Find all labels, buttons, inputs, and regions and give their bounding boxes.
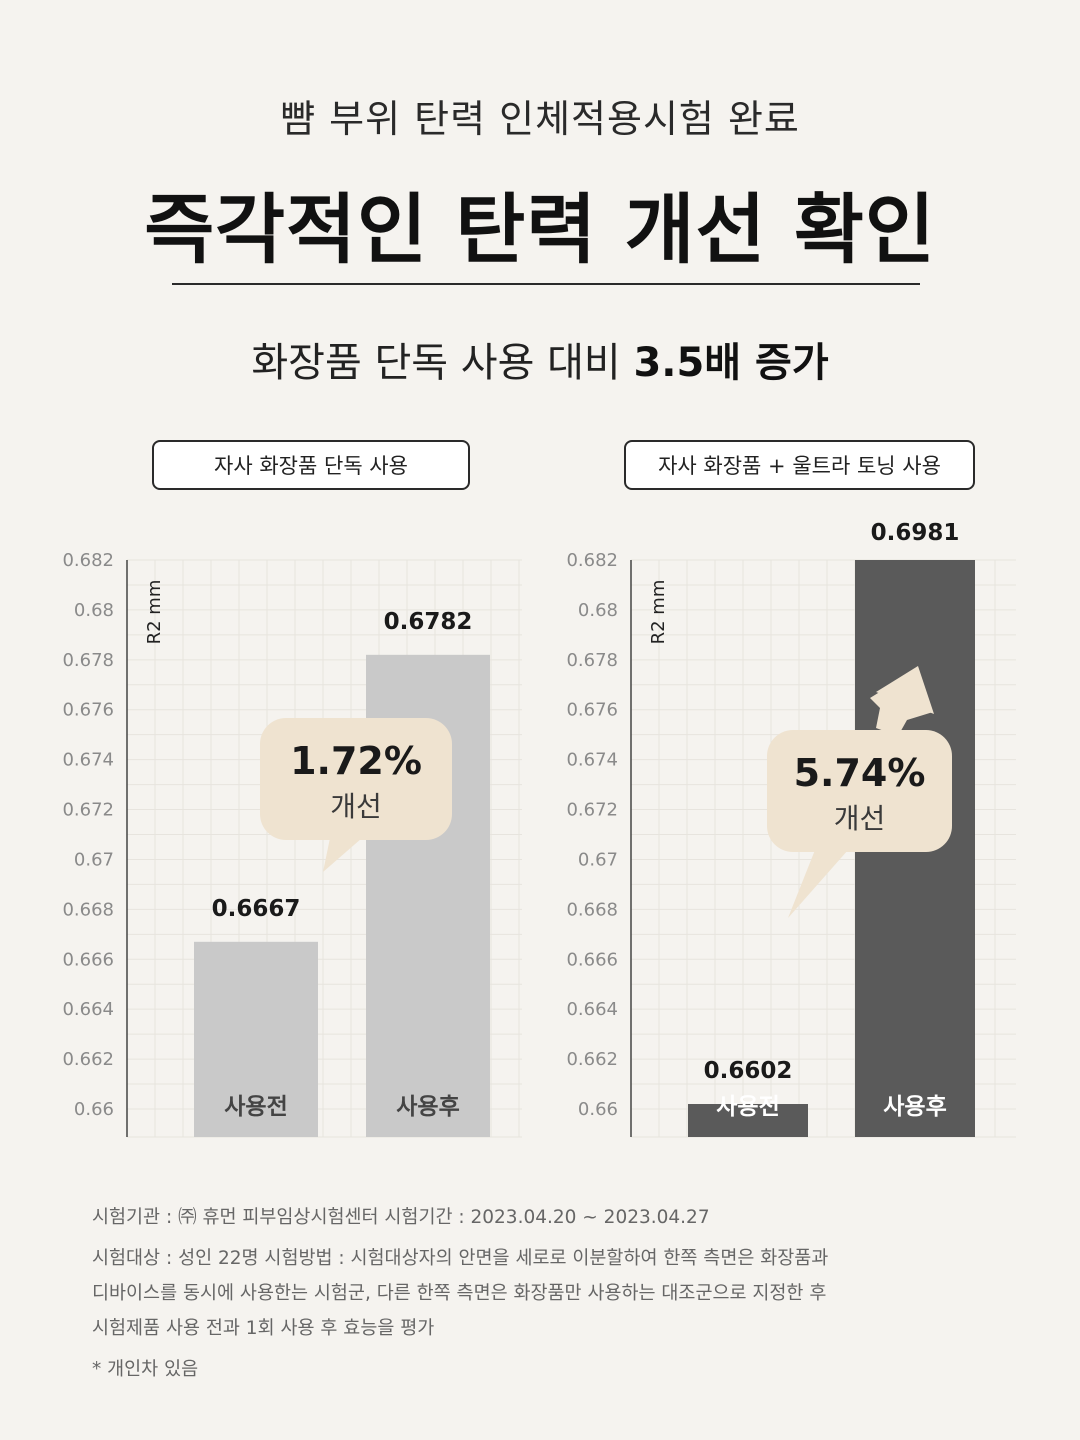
y-tick-label: 0.68 <box>578 600 618 621</box>
y-tick-label: 0.676 <box>566 700 618 721</box>
bar <box>688 1104 808 1137</box>
y-tick-label: 0.67 <box>74 849 114 870</box>
callout-label: 개선 <box>834 802 886 835</box>
y-tick-label: 0.674 <box>62 750 114 771</box>
page-subtitle: 뺨 부위 탄력 인체적용시험 완료 <box>280 97 800 141</box>
callout-bubble <box>767 730 952 852</box>
chart-title-right: 자사 화장품 + 울트라 토닝 사용 <box>658 454 941 478</box>
bar-value-label: 0.6981 <box>871 520 960 546</box>
footer-info: 시험기관 : ㈜ 휴먼 피부임상시험센터 시험기간 : 2023.04.20 ~… <box>92 1200 992 1387</box>
y-tick-label: 0.66 <box>578 1099 618 1120</box>
bar-value-label: 0.6667 <box>212 896 301 922</box>
footer-line-method: 시험대상 : 성인 22명 시험방법 : 시험대상자의 안면을 세로로 이분할하… <box>92 1248 829 1269</box>
y-tick-label: 0.662 <box>62 1049 114 1070</box>
callout-tail <box>788 850 848 918</box>
title-divider <box>172 283 920 285</box>
y-tick-label: 0.668 <box>566 899 618 920</box>
y-tick-label: 0.672 <box>62 800 114 821</box>
y-tick-label: 0.66 <box>74 1099 114 1120</box>
y-tick-label: 0.666 <box>566 949 618 970</box>
bar <box>194 941 318 1137</box>
bar-value-label: 0.6782 <box>384 609 473 635</box>
callout-percent: 1.72% <box>290 739 422 783</box>
arrow-up-icon <box>876 666 934 714</box>
y-tick-label: 0.682 <box>62 550 114 571</box>
comparison-highlight: 3.5배 증가 <box>633 340 829 386</box>
footer-line-method-cont: 디바이스를 동시에 사용한는 시험군, 다른 한쪽 측면은 화장품만 사용하는 … <box>92 1283 827 1304</box>
y-tick-label: 0.664 <box>62 999 114 1020</box>
y-tick-label: 0.672 <box>566 800 618 821</box>
x-category-label: 사용전 <box>224 1094 287 1120</box>
y-tick-label: 0.662 <box>566 1049 618 1070</box>
y-axis-title: R2 mm <box>144 580 165 645</box>
chart-title-left: 자사 화장품 단독 사용 <box>214 454 408 478</box>
page-title: 즉각적인 탄력 개선 확인 <box>144 185 936 274</box>
y-axis-title: R2 mm <box>648 580 669 645</box>
y-tick-label: 0.666 <box>62 949 114 970</box>
y-tick-label: 0.664 <box>566 999 618 1020</box>
chart-title-box-left: 자사 화장품 단독 사용 <box>152 440 470 490</box>
x-category-label: 사용후 <box>396 1094 459 1120</box>
x-category-label: 사용후 <box>883 1094 946 1120</box>
callout-percent: 5.74% <box>794 751 926 795</box>
callout-bubble <box>260 718 452 840</box>
y-tick-label: 0.674 <box>566 750 618 771</box>
footer-line-evaluation: 시험제품 사용 전과 1회 사용 후 효능을 평가 <box>92 1318 435 1339</box>
bar-value-label: 0.6602 <box>704 1058 793 1084</box>
footer-note: * 개인차 있음 <box>92 1359 199 1380</box>
comparison-text: 화장품 단독 사용 대비 <box>251 340 634 386</box>
footer-line-institution: 시험기관 : ㈜ 휴먼 피부임상시험센터 시험기간 : 2023.04.20 ~… <box>92 1207 710 1228</box>
callout-tail <box>323 838 362 872</box>
y-tick-label: 0.678 <box>62 650 114 671</box>
y-tick-label: 0.68 <box>74 600 114 621</box>
y-tick-label: 0.676 <box>62 700 114 721</box>
callout-label: 개선 <box>330 790 382 823</box>
y-tick-label: 0.682 <box>566 550 618 571</box>
y-tick-label: 0.668 <box>62 899 114 920</box>
chart-title-box-right: 자사 화장품 + 울트라 토닝 사용 <box>624 440 975 490</box>
y-tick-label: 0.67 <box>578 849 618 870</box>
comparison-summary: 화장품 단독 사용 대비 3.5배 증가 <box>0 330 1080 388</box>
y-tick-label: 0.678 <box>566 650 618 671</box>
x-category-label: 사용전 <box>716 1094 779 1120</box>
